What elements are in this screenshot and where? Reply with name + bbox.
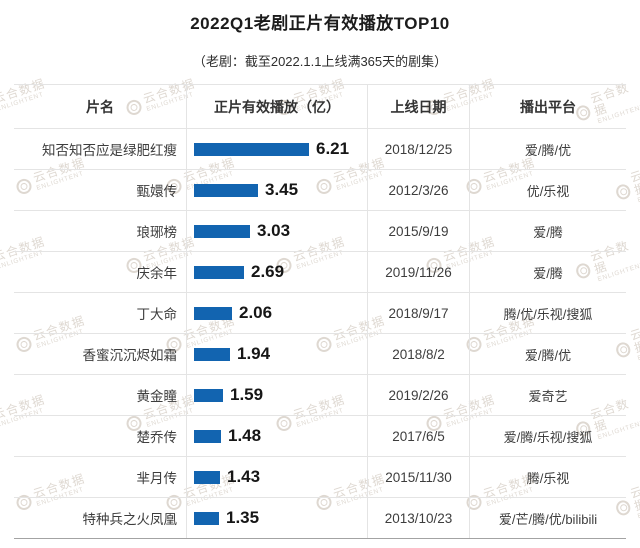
watermark-brand-text: 云合数据 <box>628 317 640 356</box>
release-date: 2017/6/5 <box>368 416 470 456</box>
playback-bar <box>194 224 250 238</box>
playback-bar <box>194 183 258 197</box>
playback-value: 1.48 <box>228 426 262 445</box>
drama-title: 芈月传 <box>14 457 187 497</box>
watermark-brand-text: 云合数据 <box>628 475 640 514</box>
playback-value: 6.21 <box>316 139 350 158</box>
top10-table: 片名 正片有效播放（亿） 上线日期 播出平台 知否知否应是绿肥红瘦 6.21 2… <box>14 84 626 539</box>
playback-bar <box>194 306 232 320</box>
table-row: 甄嬛传 3.45 2012/3/26 优/乐视 <box>14 170 626 211</box>
platforms: 腾/优/乐视/搜狐 <box>503 306 593 322</box>
playback-value: 1.35 <box>226 508 260 527</box>
table-row: 庆余年 2.69 2019/11/26 爱/腾 <box>14 252 626 293</box>
drama-title: 知否知否应是绿肥红瘦 <box>14 129 187 169</box>
page-subtitle: （老剧：截至2022.1.1上线满365天的剧集） <box>192 54 448 69</box>
drama-title: 丁大命 <box>14 293 187 333</box>
platforms: 优/乐视 <box>526 183 570 199</box>
drama-title: 庆余年 <box>14 252 187 292</box>
platforms: 爱/腾/乐视/搜狐 <box>503 429 593 445</box>
table-row: 琅琊榜 3.03 2015/9/19 爱/腾 <box>14 211 626 252</box>
drama-title: 琅琊榜 <box>14 211 187 251</box>
table-row: 黄金瞳 1.59 2019/2/26 爱奇艺 <box>14 375 626 416</box>
playback-bar <box>194 142 309 156</box>
playback-value: 2.06 <box>239 303 273 322</box>
platforms: 爱/腾 <box>533 224 563 240</box>
platforms: 爱/腾/优 <box>524 347 572 363</box>
platforms: 爱奇艺 <box>528 388 568 404</box>
platforms: 腾/乐视 <box>526 470 570 486</box>
drama-title: 黄金瞳 <box>14 375 187 415</box>
release-date: 2018/8/2 <box>368 334 470 374</box>
watermark-brand-text: 云合数据 <box>628 159 640 198</box>
header-platform-column: 播出平台 <box>520 98 576 115</box>
playback-bar <box>194 511 219 525</box>
table-row: 特种兵之火凤凰 1.35 2013/10/23 爱/芒/腾/优/bilibili <box>14 498 626 539</box>
playback-bar <box>194 265 244 279</box>
table-row: 楚乔传 1.48 2017/6/5 爱/腾/乐视/搜狐 <box>14 416 626 457</box>
playback-bar-cell: 3.45 <box>187 170 368 210</box>
release-date: 2018/9/17 <box>368 293 470 333</box>
table-header-row: 片名 正片有效播放（亿） 上线日期 播出平台 <box>14 85 626 129</box>
playback-bar-cell: 1.94 <box>187 334 368 374</box>
platforms: 爱/腾/优 <box>524 142 572 158</box>
page-title: 2022Q1老剧正片有效播放TOP10 <box>190 14 450 33</box>
release-date: 2013/10/23 <box>368 498 470 538</box>
drama-title: 楚乔传 <box>14 416 187 456</box>
drama-title: 甄嬛传 <box>14 170 187 210</box>
playback-bar-cell: 1.48 <box>187 416 368 456</box>
playback-bar-cell: 6.21 <box>187 129 368 169</box>
table-row: 知否知否应是绿肥红瘦 6.21 2018/12/25 爱/腾/优 <box>14 129 626 170</box>
header-date-column: 上线日期 <box>368 85 470 128</box>
table-row: 丁大命 2.06 2018/9/17 腾/优/乐视/搜狐 <box>14 293 626 334</box>
playback-bar-cell: 3.03 <box>187 211 368 251</box>
playback-bar-cell: 2.69 <box>187 252 368 292</box>
playback-bar-cell: 1.35 <box>187 498 368 538</box>
table-body: 知否知否应是绿肥红瘦 6.21 2018/12/25 爱/腾/优 甄嬛传 3.4… <box>14 129 626 539</box>
platforms: 爱/腾 <box>533 265 563 281</box>
playback-value: 1.43 <box>227 467 261 486</box>
playback-bar <box>194 388 223 402</box>
drama-title: 香蜜沉沉烬如霜 <box>14 334 187 374</box>
release-date: 2015/9/19 <box>368 211 470 251</box>
playback-bar <box>194 429 221 443</box>
release-date: 2018/12/25 <box>368 129 470 169</box>
playback-value: 1.94 <box>237 344 271 363</box>
table-row: 芈月传 1.43 2015/11/30 腾/乐视 <box>14 457 626 498</box>
release-date: 2012/3/26 <box>368 170 470 210</box>
playback-bar-cell: 1.59 <box>187 375 368 415</box>
playback-value: 3.03 <box>257 221 291 240</box>
release-date: 2019/11/26 <box>368 252 470 292</box>
playback-bar-cell: 2.06 <box>187 293 368 333</box>
playback-value: 3.45 <box>265 180 299 199</box>
playback-value: 2.69 <box>251 262 285 281</box>
table-row: 香蜜沉沉烬如霜 1.94 2018/8/2 爱/腾/优 <box>14 334 626 375</box>
drama-title: 特种兵之火凤凰 <box>14 498 187 538</box>
header-playback-column: 正片有效播放（亿） <box>187 85 368 128</box>
playback-bar <box>194 470 220 484</box>
header-title-column: 片名 <box>14 85 187 128</box>
platforms: 爱/芒/腾/优/bilibili <box>498 511 598 527</box>
release-date: 2019/2/26 <box>368 375 470 415</box>
playback-bar-cell: 1.43 <box>187 457 368 497</box>
release-date: 2015/11/30 <box>368 457 470 497</box>
playback-bar <box>194 347 230 361</box>
playback-value: 1.59 <box>230 385 264 404</box>
